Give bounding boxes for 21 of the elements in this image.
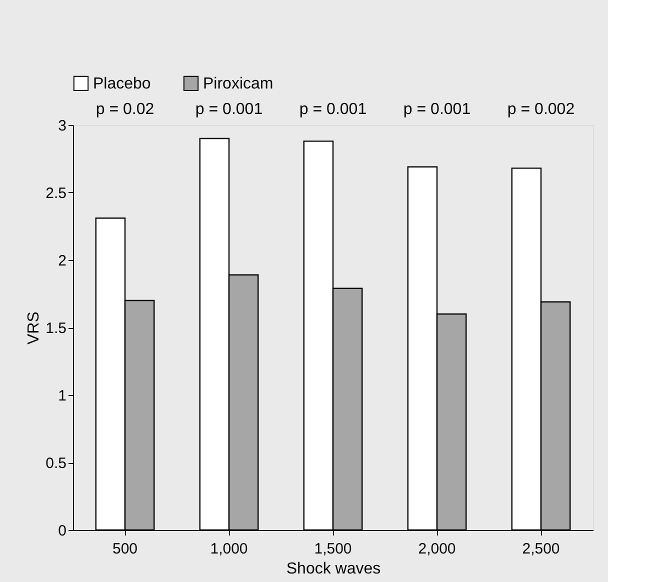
- y-tick-label: 2: [58, 252, 66, 270]
- x-tick-label: 1,500: [314, 540, 352, 558]
- legend-label: Placebo: [93, 75, 151, 92]
- y-tick-label: 0.5: [46, 455, 66, 472]
- x-tick-label: 1,000: [210, 540, 248, 558]
- y-axis-title: VRS: [26, 312, 43, 344]
- y-tick-label: 3: [58, 118, 66, 134]
- text: p = 0.002: [507, 101, 575, 118]
- text: p = 0.001: [403, 101, 471, 118]
- x-tick-label: 500: [112, 540, 138, 558]
- legend-label: Piroxicam: [203, 75, 274, 92]
- text: p = 0.001: [299, 101, 367, 118]
- x-tick-label: 2,500: [522, 540, 560, 558]
- y-tick-label: 0: [58, 522, 66, 540]
- text: p = 0.001: [195, 101, 263, 118]
- x-tick-label: 2,000: [418, 540, 456, 558]
- y-tick-label: 2.5: [46, 185, 66, 202]
- y-tick-label: 1.5: [46, 320, 66, 337]
- text: p = 0.02: [96, 101, 154, 118]
- x-axis-title: Shock waves: [286, 560, 381, 578]
- y-tick-label: 1: [58, 388, 66, 404]
